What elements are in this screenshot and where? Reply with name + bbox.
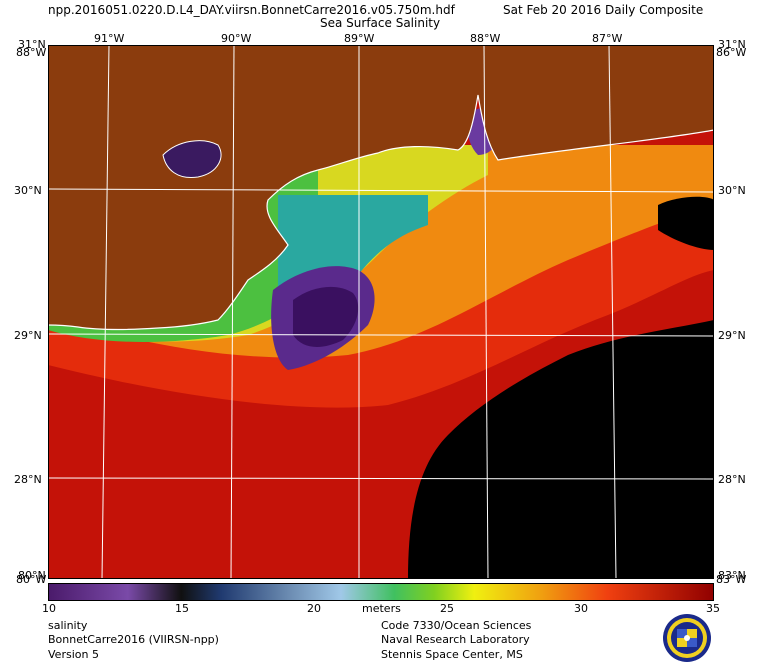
footer-version: Version 5 (48, 648, 99, 661)
footer-code: Code 7330/Ocean Sciences (381, 619, 532, 632)
corner-label-tl-lat: 31°N (18, 38, 46, 51)
coastline (48, 94, 714, 330)
deep-water-patch-east (658, 196, 714, 250)
graticule-lon-91w (101, 45, 110, 579)
lat-label-left-29n: 29°N (14, 329, 42, 342)
graticule-lon-87w (608, 45, 617, 579)
land (48, 45, 714, 330)
colorbar-tick-25: 25 (440, 602, 454, 615)
corner-label-tr-lon: 86°W (716, 46, 747, 59)
lat-label-right-30n: 30°N (718, 184, 746, 197)
footer-lab: Naval Research Laboratory (381, 633, 530, 646)
colorbar-tick-15: 15 (175, 602, 189, 615)
lon-label-91w: 91°W (94, 32, 125, 45)
lon-label-87w: 87°W (592, 32, 623, 45)
colorbar-tick-20: 20 (307, 602, 321, 615)
graticule-lon-88w (483, 45, 489, 579)
lake-pontchartrain (163, 140, 222, 178)
lat-label-right-28n: 28°N (718, 473, 746, 486)
lon-label-88w: 88°W (470, 32, 501, 45)
composite-date: Sat Feb 20 2016 Daily Composite (503, 3, 704, 17)
file-name: npp.2016051.0220.D.L4_DAY.viirsn.BonnetC… (48, 3, 455, 17)
graticule-lon-90w (230, 45, 235, 579)
graticule-lat-30n (48, 188, 714, 193)
product-title: Sea Surface Salinity (320, 16, 441, 30)
lake-shoreline (162, 140, 222, 179)
corner-label-br-lon: 83°W (716, 573, 747, 586)
lat-label-left-28n: 28°N (14, 473, 42, 486)
graticule-lat-29n (48, 333, 714, 337)
corner-label-bl-lon: 80°W (16, 573, 47, 586)
lat-label-left-30n: 30°N (14, 184, 42, 197)
deep-water (408, 320, 714, 579)
footer-region: BonnetCarre2016 (VIIRSN-npp) (48, 633, 219, 646)
corner-label-br-lat: 83°N (718, 569, 746, 582)
colorbar-frame (48, 583, 714, 601)
salinity-colorbar (48, 583, 714, 601)
corner-label-tr-lat: 31°N (718, 38, 746, 51)
lat-label-right-29n: 29°N (718, 329, 746, 342)
colorbar-tick-30: 30 (574, 602, 588, 615)
lon-label-90w: 90°W (221, 32, 252, 45)
freshwater-plume-core (293, 286, 359, 347)
map-frame (48, 45, 714, 579)
nrl-seal-logo (663, 614, 711, 662)
colorbar-unit: meters (362, 602, 401, 615)
graticule-lat-28n (48, 477, 714, 480)
colorbar-tick-10: 10 (42, 602, 56, 615)
lon-label-89w: 89°W (344, 32, 375, 45)
graticule (48, 45, 714, 579)
footer-location: Stennis Space Center, MS (381, 648, 523, 661)
salinity-map (48, 45, 714, 579)
colorbar-gradient (48, 583, 714, 601)
colorbar-tick-35: 35 (706, 602, 720, 615)
corner-label-bl-lat: 80°N (18, 569, 46, 582)
corner-label-tl-lon: 88°W (16, 46, 47, 59)
footer-variable: salinity (48, 619, 88, 632)
